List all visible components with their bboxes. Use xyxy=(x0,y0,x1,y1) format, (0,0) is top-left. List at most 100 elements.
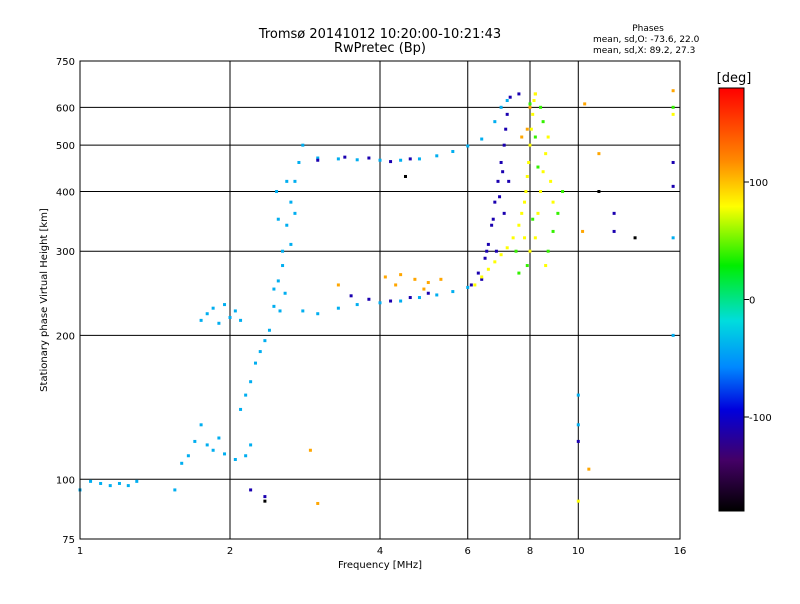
data-point xyxy=(499,253,503,257)
data-point xyxy=(476,271,480,275)
y-tick-label: 200 xyxy=(56,331,75,342)
data-point xyxy=(249,488,253,492)
data-point xyxy=(517,92,521,96)
data-point xyxy=(533,92,537,96)
data-point xyxy=(528,105,532,109)
y-tick-label: 300 xyxy=(56,247,75,258)
data-point xyxy=(671,112,675,116)
data-point xyxy=(531,112,535,116)
data-point xyxy=(180,461,184,465)
data-point xyxy=(541,170,545,174)
stats-x-line: mean, sd,X: 89.2, 27.3 xyxy=(593,46,695,56)
data-point xyxy=(480,275,484,279)
data-point xyxy=(378,301,382,305)
data-point xyxy=(583,102,587,106)
data-point xyxy=(466,285,470,289)
data-point xyxy=(525,174,529,178)
data-point xyxy=(239,318,243,322)
data-point xyxy=(671,184,675,188)
data-point xyxy=(205,443,209,447)
data-point xyxy=(525,127,529,131)
data-point xyxy=(671,160,675,164)
data-point xyxy=(228,315,232,319)
chart-subtitle: RwPretec (Bp) xyxy=(334,41,426,56)
data-point xyxy=(258,350,262,354)
data-point xyxy=(263,495,267,499)
data-point xyxy=(528,249,532,253)
data-point xyxy=(316,158,320,162)
data-point xyxy=(597,152,601,156)
data-point xyxy=(561,189,565,193)
data-point xyxy=(108,484,112,488)
data-point xyxy=(551,229,555,233)
data-point xyxy=(293,179,297,183)
data-point xyxy=(435,293,439,297)
data-point xyxy=(217,436,221,440)
stats-header: Phases xyxy=(632,24,664,34)
data-point xyxy=(285,223,289,227)
data-point xyxy=(507,179,511,183)
data-point xyxy=(217,321,221,325)
data-point xyxy=(531,217,535,221)
data-point xyxy=(524,189,528,193)
data-point xyxy=(389,299,393,303)
data-point xyxy=(539,189,543,193)
data-point xyxy=(520,135,524,139)
data-point xyxy=(496,179,500,183)
data-point xyxy=(408,157,412,161)
data-point xyxy=(539,105,543,109)
data-point xyxy=(480,277,484,281)
data-point xyxy=(316,501,320,505)
data-point xyxy=(498,195,502,199)
data-point xyxy=(301,143,305,147)
data-point xyxy=(426,281,430,285)
data-point xyxy=(473,283,477,287)
data-point xyxy=(336,157,340,161)
data-point xyxy=(525,264,529,268)
data-point xyxy=(587,467,591,471)
data-point xyxy=(367,297,371,301)
colorbar-label: [deg] xyxy=(717,71,752,86)
data-point xyxy=(671,333,675,337)
data-point xyxy=(451,149,455,153)
data-point xyxy=(523,236,527,240)
data-point xyxy=(205,312,209,316)
data-point xyxy=(249,380,253,384)
data-point xyxy=(186,454,190,458)
data-point xyxy=(490,223,494,227)
data-point xyxy=(281,249,285,253)
data-point xyxy=(289,242,293,246)
data-point xyxy=(486,267,490,271)
data-point xyxy=(233,457,237,461)
y-tick-label: 500 xyxy=(56,141,75,152)
data-point xyxy=(383,275,387,279)
data-point xyxy=(89,479,93,483)
data-point xyxy=(408,296,412,300)
data-point xyxy=(293,211,297,215)
data-point xyxy=(483,256,487,260)
data-point xyxy=(532,99,536,103)
data-point xyxy=(126,484,130,488)
data-point xyxy=(135,479,139,483)
data-point xyxy=(272,287,276,291)
data-point xyxy=(502,211,506,215)
data-point xyxy=(612,229,616,233)
x-axis-label: Frequency [MHz] xyxy=(338,560,422,571)
colorbar: [deg] 100 0 -100 xyxy=(717,71,772,512)
data-point xyxy=(272,304,276,308)
data-point xyxy=(297,160,301,164)
data-point xyxy=(671,236,675,240)
x-axis: 1 2 4 6 8 10 16 xyxy=(77,546,687,557)
data-point xyxy=(576,393,580,397)
data-point xyxy=(275,189,279,193)
data-point xyxy=(263,499,267,503)
data-point xyxy=(485,249,489,253)
data-point xyxy=(413,277,417,281)
data-point xyxy=(276,279,280,283)
y-tick-label: 75 xyxy=(62,535,75,546)
data-point xyxy=(544,152,548,156)
colorbar-gradient xyxy=(718,87,745,512)
x-tick-label: 1 xyxy=(77,546,83,557)
